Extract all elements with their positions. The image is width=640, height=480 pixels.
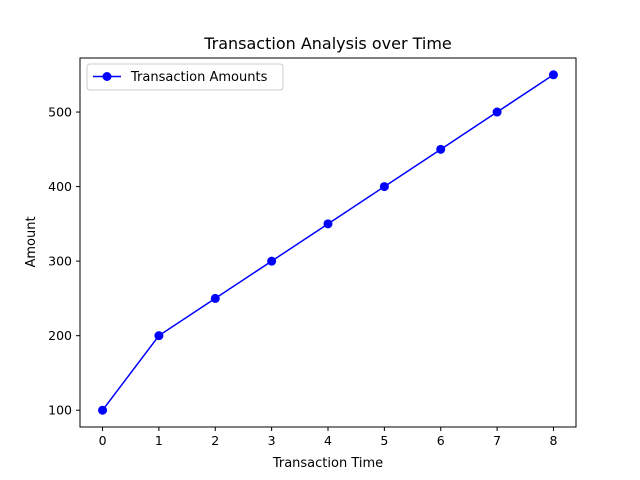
y-tick-label: 200 xyxy=(48,328,72,343)
x-tick-label: 8 xyxy=(549,433,557,448)
series-layer xyxy=(98,70,558,415)
y-axis-ticks: 100 200 300 400 500 xyxy=(48,105,80,418)
y-tick-label: 400 xyxy=(48,179,72,194)
data-point xyxy=(154,331,164,341)
y-tick-label: 300 xyxy=(48,254,72,269)
legend-box xyxy=(86,63,284,91)
x-tick-label: 2 xyxy=(211,433,219,448)
data-point xyxy=(98,405,108,415)
data-point xyxy=(436,144,446,154)
y-tick-label: 500 xyxy=(48,105,72,120)
x-axis-label: Transaction Time xyxy=(272,456,383,471)
x-tick-label: 1 xyxy=(155,433,163,448)
data-point xyxy=(267,256,277,266)
x-tick-label: 5 xyxy=(380,433,388,448)
x-tick-label: 7 xyxy=(493,433,501,448)
data-point xyxy=(548,70,558,80)
legend: Transaction Amounts xyxy=(86,63,284,91)
legend-marker-swatch xyxy=(102,72,112,81)
y-tick-label: 100 xyxy=(48,403,72,418)
x-tick-label: 3 xyxy=(268,433,276,448)
x-tick-label: 0 xyxy=(99,433,107,448)
x-tick-label: 6 xyxy=(437,433,445,448)
data-point xyxy=(210,293,220,303)
legend-label: Transaction Amounts xyxy=(130,70,268,85)
y-axis-label: Amount xyxy=(24,216,39,267)
data-point xyxy=(379,182,389,192)
x-tick-label: 4 xyxy=(324,433,332,448)
plot-frame xyxy=(79,57,577,428)
plot-area xyxy=(80,58,576,427)
data-point xyxy=(323,219,333,229)
x-axis-ticks: 0 1 2 3 4 5 6 7 8 xyxy=(99,427,557,448)
data-point xyxy=(492,107,502,117)
chart-title: Transaction Analysis over Time xyxy=(203,34,452,53)
